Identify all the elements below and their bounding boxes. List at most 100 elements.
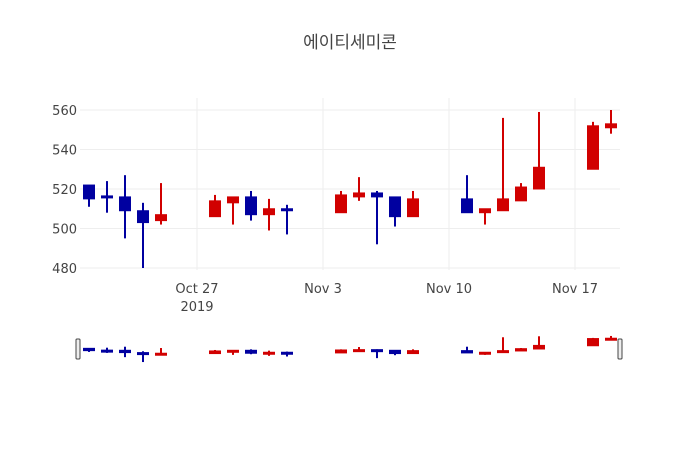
candle-body <box>137 210 149 224</box>
candle-increasing[interactable] <box>587 121 599 170</box>
candle-decreasing[interactable] <box>461 175 473 214</box>
candle-body <box>137 352 149 356</box>
candle-increasing[interactable] <box>407 190 419 218</box>
x-tick-label: Nov 10 <box>426 282 472 297</box>
candle-body <box>83 347 95 352</box>
candle-increasing[interactable] <box>605 335 617 341</box>
candle-increasing[interactable] <box>263 198 275 231</box>
candle-decreasing[interactable] <box>83 184 95 207</box>
candle-body <box>371 349 383 353</box>
candle-decreasing[interactable] <box>389 349 401 356</box>
candle-body <box>263 351 275 355</box>
candle-body <box>407 198 419 218</box>
candle-body <box>605 123 617 129</box>
candle-body <box>389 349 401 355</box>
candle-body <box>101 349 113 353</box>
candle-body <box>119 349 131 354</box>
candle-body <box>461 350 473 354</box>
candle-body <box>479 351 491 355</box>
candle-body <box>461 198 473 214</box>
candle-body <box>227 196 239 204</box>
candle-body <box>335 194 347 214</box>
candle-decreasing[interactable] <box>245 190 257 221</box>
candle-body <box>497 350 509 354</box>
candle-increasing[interactable] <box>479 208 491 225</box>
candle-increasing[interactable] <box>155 348 167 356</box>
y-axis: 480 500 520 540 560 <box>52 104 77 277</box>
candle-body <box>515 348 527 352</box>
candle-body <box>227 349 239 353</box>
y-tick-label: 480 <box>52 262 77 277</box>
candle-body <box>155 352 167 356</box>
y-tick-label: 500 <box>52 223 77 238</box>
candle-increasing[interactable] <box>227 196 239 225</box>
range-slider-right-handle[interactable] <box>617 338 623 360</box>
candle-body <box>335 349 347 354</box>
candle-body <box>245 349 257 354</box>
candle-decreasing[interactable] <box>101 347 113 353</box>
candle-increasing[interactable] <box>533 111 545 190</box>
candle-increasing[interactable] <box>263 350 275 356</box>
candle-increasing[interactable] <box>335 349 347 354</box>
candle-body <box>587 338 599 347</box>
candles[interactable] <box>83 110 617 268</box>
x-tick-label: Oct 27 <box>175 282 218 297</box>
candle-increasing[interactable] <box>587 337 599 347</box>
candle-body <box>155 214 167 222</box>
candle-increasing[interactable] <box>209 349 221 355</box>
candle-body <box>407 350 419 355</box>
candle-body <box>101 195 113 199</box>
candle-decreasing[interactable] <box>101 181 113 213</box>
candle-decreasing[interactable] <box>371 349 383 359</box>
x-tick-label: Nov 3 <box>304 282 342 297</box>
candle-increasing[interactable] <box>533 336 545 350</box>
candle-body <box>209 200 221 218</box>
candle-decreasing[interactable] <box>281 351 293 357</box>
candle-increasing[interactable] <box>515 348 527 352</box>
candle-increasing[interactable] <box>497 117 509 212</box>
candle-increasing[interactable] <box>479 351 491 355</box>
candle-decreasing[interactable] <box>137 351 149 363</box>
y-tick-label: 560 <box>52 104 77 119</box>
candle-increasing[interactable] <box>605 110 617 134</box>
candle-increasing[interactable] <box>353 177 365 201</box>
candle-decreasing[interactable] <box>371 190 383 245</box>
candle-increasing[interactable] <box>497 337 509 354</box>
candle-decreasing[interactable] <box>281 204 293 235</box>
candle-increasing[interactable] <box>515 183 527 202</box>
candle-body <box>515 186 527 202</box>
candle-decreasing[interactable] <box>83 347 95 352</box>
x-axis: Oct 27 2019 Nov 3 Nov 10 Nov 17 <box>175 282 598 315</box>
candle-body <box>83 184 95 200</box>
candle-body <box>605 337 617 341</box>
candle-decreasing[interactable] <box>119 175 131 239</box>
candle-decreasing[interactable] <box>461 346 473 354</box>
range-slider[interactable] <box>75 335 623 363</box>
candle-body <box>281 351 293 355</box>
gridlines <box>80 98 620 270</box>
candle-decreasing[interactable] <box>119 346 131 358</box>
candle-body <box>353 192 365 198</box>
candle-increasing[interactable] <box>155 183 167 225</box>
candle-increasing[interactable] <box>407 349 419 355</box>
x-tick-year-label: 2019 <box>180 300 213 315</box>
candle-increasing[interactable] <box>353 347 365 353</box>
range-slider-left-handle[interactable] <box>75 338 81 360</box>
candle-body <box>263 208 275 216</box>
candle-body <box>281 208 293 212</box>
candle-increasing[interactable] <box>227 349 239 355</box>
candle-increasing[interactable] <box>335 190 347 214</box>
candle-body <box>389 196 401 218</box>
candle-body <box>245 196 257 216</box>
candle-decreasing[interactable] <box>389 196 401 227</box>
candle-body <box>479 208 491 214</box>
candle-increasing[interactable] <box>209 194 221 218</box>
candle-decreasing[interactable] <box>137 202 149 268</box>
candle-decreasing[interactable] <box>245 349 257 355</box>
x-tick-label: Nov 17 <box>552 282 598 297</box>
y-tick-label: 540 <box>52 144 77 159</box>
candle-body <box>497 198 509 212</box>
candle-body <box>533 166 545 190</box>
